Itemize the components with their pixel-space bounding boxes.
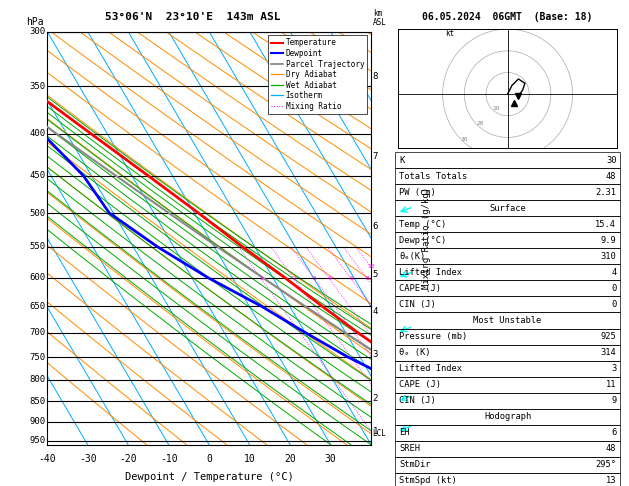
Text: kt: kt <box>445 29 454 37</box>
Text: km
ASL: km ASL <box>373 9 387 27</box>
Text: 0: 0 <box>611 300 616 309</box>
Text: 30: 30 <box>325 454 337 464</box>
Text: 550: 550 <box>30 243 45 251</box>
Text: Dewp (°C): Dewp (°C) <box>399 236 447 245</box>
Text: Most Unstable: Most Unstable <box>474 316 542 325</box>
Text: -10: -10 <box>160 454 177 464</box>
Text: CIN (J): CIN (J) <box>399 396 436 405</box>
Text: θₑ(K): θₑ(K) <box>399 252 426 261</box>
Text: 650: 650 <box>30 302 45 311</box>
Text: 06.05.2024  06GMT  (Base: 18): 06.05.2024 06GMT (Base: 18) <box>423 12 593 22</box>
Text: EH: EH <box>399 428 410 437</box>
Text: 48: 48 <box>606 172 616 181</box>
Text: 0: 0 <box>611 284 616 293</box>
Text: K: K <box>399 156 404 165</box>
Text: 600: 600 <box>30 273 45 282</box>
Text: 400: 400 <box>30 129 45 138</box>
Text: 10: 10 <box>492 105 499 111</box>
Text: 9.9: 9.9 <box>601 236 616 245</box>
Text: 925: 925 <box>601 332 616 341</box>
Text: -30: -30 <box>79 454 96 464</box>
Text: 4: 4 <box>373 307 378 316</box>
Text: 950: 950 <box>30 436 45 446</box>
Text: 900: 900 <box>30 417 45 426</box>
Text: Hodograph: Hodograph <box>484 412 532 421</box>
Text: Dewpoint / Temperature (°C): Dewpoint / Temperature (°C) <box>125 471 294 482</box>
Text: 0: 0 <box>206 454 212 464</box>
Text: 800: 800 <box>30 376 45 384</box>
Text: 3: 3 <box>313 277 316 281</box>
Text: 20: 20 <box>476 122 484 126</box>
Text: 11: 11 <box>606 380 616 389</box>
Text: -20: -20 <box>120 454 137 464</box>
Text: 8: 8 <box>373 71 378 81</box>
Text: 850: 850 <box>30 397 45 406</box>
Text: 6: 6 <box>611 428 616 437</box>
Text: 300: 300 <box>30 27 45 36</box>
Text: SREH: SREH <box>399 444 420 453</box>
Text: 350: 350 <box>30 82 45 91</box>
Text: 53°06'N  23°10'E  143m ASL: 53°06'N 23°10'E 143m ASL <box>105 12 281 22</box>
Text: 1: 1 <box>373 427 378 436</box>
Text: θₑ (K): θₑ (K) <box>399 348 431 357</box>
Text: 8: 8 <box>365 277 369 281</box>
Text: 30: 30 <box>606 156 616 165</box>
Text: Lifted Index: Lifted Index <box>399 268 462 277</box>
Text: 700: 700 <box>30 328 45 337</box>
Text: 310: 310 <box>601 252 616 261</box>
Text: 7: 7 <box>373 153 378 161</box>
Text: 10: 10 <box>367 264 374 269</box>
Text: 4: 4 <box>328 277 331 281</box>
Text: 2.31: 2.31 <box>596 188 616 197</box>
Text: Totals Totals: Totals Totals <box>399 172 468 181</box>
Legend: Temperature, Dewpoint, Parcel Trajectory, Dry Adiabat, Wet Adiabat, Isotherm, Mi: Temperature, Dewpoint, Parcel Trajectory… <box>268 35 367 114</box>
Text: LCL: LCL <box>373 429 387 438</box>
Text: CIN (J): CIN (J) <box>399 300 436 309</box>
Text: 3: 3 <box>611 364 616 373</box>
Text: 4: 4 <box>611 268 616 277</box>
Text: 6: 6 <box>373 223 378 231</box>
Text: CAPE (J): CAPE (J) <box>399 284 442 293</box>
Text: 6: 6 <box>349 277 353 281</box>
Text: 15.4: 15.4 <box>596 220 616 229</box>
Text: 10: 10 <box>244 454 255 464</box>
Text: StmDir: StmDir <box>399 460 431 469</box>
Text: 500: 500 <box>30 208 45 218</box>
Text: 48: 48 <box>606 444 616 453</box>
Text: 20: 20 <box>284 454 296 464</box>
Text: Surface: Surface <box>489 204 526 213</box>
Text: PW (cm): PW (cm) <box>399 188 436 197</box>
Text: 314: 314 <box>601 348 616 357</box>
Text: 295°: 295° <box>596 460 616 469</box>
Text: Temp (°C): Temp (°C) <box>399 220 447 229</box>
Text: 13: 13 <box>606 476 616 486</box>
Text: 3: 3 <box>373 350 378 359</box>
Text: StmSpd (kt): StmSpd (kt) <box>399 476 457 486</box>
Text: 450: 450 <box>30 171 45 180</box>
Text: Mixing Ratio (g/kg): Mixing Ratio (g/kg) <box>421 187 431 289</box>
Text: 9: 9 <box>611 396 616 405</box>
Text: 30: 30 <box>461 137 469 142</box>
Text: 2: 2 <box>373 394 378 403</box>
Text: 2: 2 <box>292 277 296 281</box>
Text: CAPE (J): CAPE (J) <box>399 380 442 389</box>
Text: Pressure (mb): Pressure (mb) <box>399 332 468 341</box>
Text: 1: 1 <box>260 277 264 281</box>
Text: 5: 5 <box>373 270 378 279</box>
Text: 750: 750 <box>30 352 45 362</box>
Text: -40: -40 <box>38 454 56 464</box>
Text: Lifted Index: Lifted Index <box>399 364 462 373</box>
Text: hPa: hPa <box>26 17 44 27</box>
